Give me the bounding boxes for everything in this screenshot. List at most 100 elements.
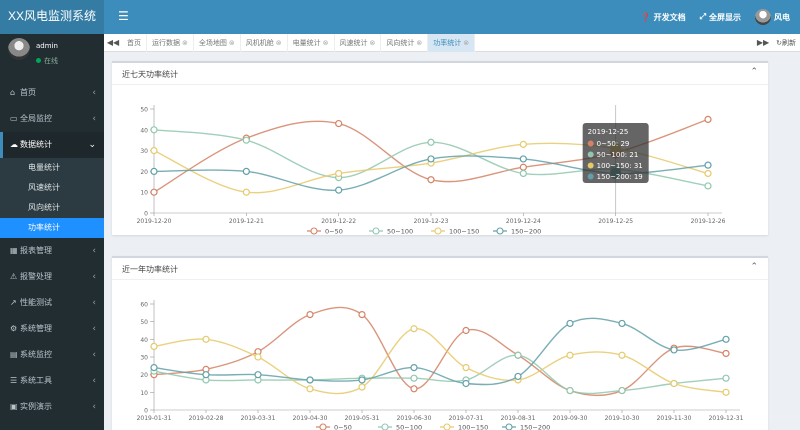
data-point[interactable] [462, 363, 470, 372]
data-point[interactable] [704, 161, 712, 169]
data-point[interactable] [242, 188, 250, 196]
tab-close-icon[interactable]: ⊗ [416, 39, 423, 47]
tab-item[interactable]: 功率统计 ⊗ [428, 34, 476, 52]
data-point[interactable] [410, 363, 418, 372]
data-point[interactable] [704, 169, 712, 178]
data-point[interactable] [254, 353, 262, 361]
tab-close-icon[interactable]: ⊗ [275, 39, 282, 47]
submenu-item-wind-direction[interactable]: 风向统计 [28, 203, 60, 212]
data-point[interactable] [566, 386, 574, 395]
sidebar-item-system-monitor[interactable]: ▤ 系统监控 ‹ [0, 342, 104, 368]
data-point[interactable] [306, 385, 314, 393]
data-point[interactable] [150, 146, 158, 155]
data-point[interactable] [410, 325, 418, 333]
data-point[interactable] [242, 136, 250, 144]
data-point[interactable] [519, 169, 527, 178]
tab-close-icon[interactable]: ⊗ [322, 39, 329, 47]
legend-item[interactable]: 0~50 [307, 227, 343, 236]
sidebar-item-system-tools[interactable]: ☰ 系统工具 ‹ [0, 368, 104, 394]
data-point[interactable] [150, 363, 158, 372]
collapse-icon[interactable]: ⌃ [750, 262, 758, 272]
data-point[interactable] [242, 167, 250, 176]
data-point[interactable] [514, 372, 522, 381]
data-point[interactable] [618, 386, 626, 395]
legend-item[interactable]: 150~200 [493, 227, 541, 236]
data-point[interactable] [519, 155, 527, 163]
data-point[interactable] [566, 319, 574, 328]
data-point[interactable] [722, 388, 730, 396]
app-logo[interactable]: XX风电监测系统 [0, 0, 104, 34]
data-point[interactable] [410, 374, 418, 382]
submenu-item-power[interactable]: 功率统计 [0, 218, 104, 238]
submenu-item-energy[interactable]: 电量统计 [28, 163, 60, 172]
data-point[interactable] [335, 169, 343, 178]
data-point[interactable] [519, 163, 527, 171]
legend-item[interactable]: 50~100 [369, 227, 413, 236]
data-point[interactable] [202, 335, 210, 343]
data-point[interactable] [519, 140, 527, 148]
tab-close-icon[interactable]: ⊗ [228, 39, 235, 47]
tab-item[interactable]: 电量统计 ⊗ [288, 34, 335, 52]
data-point[interactable] [150, 167, 158, 176]
data-point[interactable] [722, 349, 730, 358]
data-point[interactable] [358, 383, 366, 391]
tab-item[interactable]: 风向统计 ⊗ [381, 34, 429, 52]
tabs-prev-icon[interactable]: ◀◀ [106, 38, 120, 47]
tabs-next-icon[interactable]: ▶▶ [756, 38, 770, 47]
tab-close-icon[interactable]: ⊗ [369, 39, 376, 47]
data-point[interactable] [150, 126, 158, 134]
tab-item[interactable]: 风机机舱 ⊗ [241, 34, 288, 52]
docs-button[interactable]: ❓ 开发文档 [641, 12, 686, 23]
data-point[interactable] [202, 371, 210, 379]
data-point[interactable] [704, 115, 712, 124]
sidebar-item-home[interactable]: ⌂ 首页 ‹ [0, 80, 104, 106]
data-point[interactable] [306, 376, 314, 384]
data-point[interactable] [410, 385, 418, 393]
data-point[interactable] [566, 351, 574, 359]
data-point[interactable] [514, 351, 522, 359]
legend-item[interactable]: 150~200 [502, 423, 550, 430]
data-point[interactable] [254, 371, 262, 379]
data-point[interactable] [306, 310, 314, 319]
sidebar-item-statistics[interactable]: ☁ 数据统计 ⌄ [0, 132, 104, 158]
data-point[interactable] [335, 119, 343, 128]
data-point[interactable] [670, 346, 678, 354]
data-point[interactable] [704, 182, 712, 190]
sidebar-item-demo[interactable]: ▣ 实例演示 ‹ [0, 394, 104, 420]
legend-item[interactable]: 50~100 [378, 423, 422, 430]
data-point[interactable] [670, 379, 678, 388]
tab-close-icon[interactable]: ⊗ [182, 39, 188, 47]
refresh-button[interactable]: ↻刷新 [776, 34, 796, 52]
data-point[interactable] [462, 379, 470, 388]
data-point[interactable] [618, 351, 626, 359]
data-point[interactable] [722, 335, 730, 343]
tab-item[interactable]: 全场地图 ⊗ [194, 34, 241, 52]
data-point[interactable] [358, 310, 366, 319]
data-point[interactable] [427, 138, 435, 146]
tab-item[interactable]: 首页 [122, 34, 147, 52]
data-point[interactable] [335, 186, 343, 194]
data-point[interactable] [427, 176, 435, 184]
sidebar-item-report[interactable]: ▦ 报表管理 ‹ [0, 238, 104, 264]
data-point[interactable] [358, 376, 366, 384]
legend-item[interactable]: 100~150 [440, 423, 488, 430]
data-point[interactable] [150, 342, 158, 351]
legend-item[interactable]: 0~50 [316, 423, 352, 430]
sidebar-toggle-icon[interactable]: ☰ [118, 9, 129, 23]
sidebar-item-performance[interactable]: ↗ 性能测试 ‹ [0, 290, 104, 316]
data-point[interactable] [722, 374, 730, 382]
tab-item[interactable]: 风速统计 ⊗ [335, 34, 382, 52]
sidebar-item-monitor[interactable]: ▭ 全局监控 ‹ [0, 106, 104, 132]
sidebar-item-alarm[interactable]: ⚠ 报警处理 ‹ [0, 264, 104, 290]
submenu-item-wind-speed[interactable]: 风速统计 [28, 183, 60, 192]
data-point[interactable] [150, 188, 158, 196]
data-point[interactable] [462, 326, 470, 335]
collapse-icon[interactable]: ⌃ [750, 67, 758, 77]
tab-item[interactable]: 运行数据 ⊗ [147, 34, 194, 52]
fullscreen-button[interactable]: ⤢ 全屏显示 [700, 12, 741, 23]
data-point[interactable] [618, 319, 626, 328]
user-menu-button[interactable]: 风电 [755, 9, 790, 25]
tab-close-icon[interactable]: ⊗ [463, 39, 470, 47]
data-point[interactable] [427, 155, 435, 163]
legend-item[interactable]: 100~150 [431, 227, 479, 236]
